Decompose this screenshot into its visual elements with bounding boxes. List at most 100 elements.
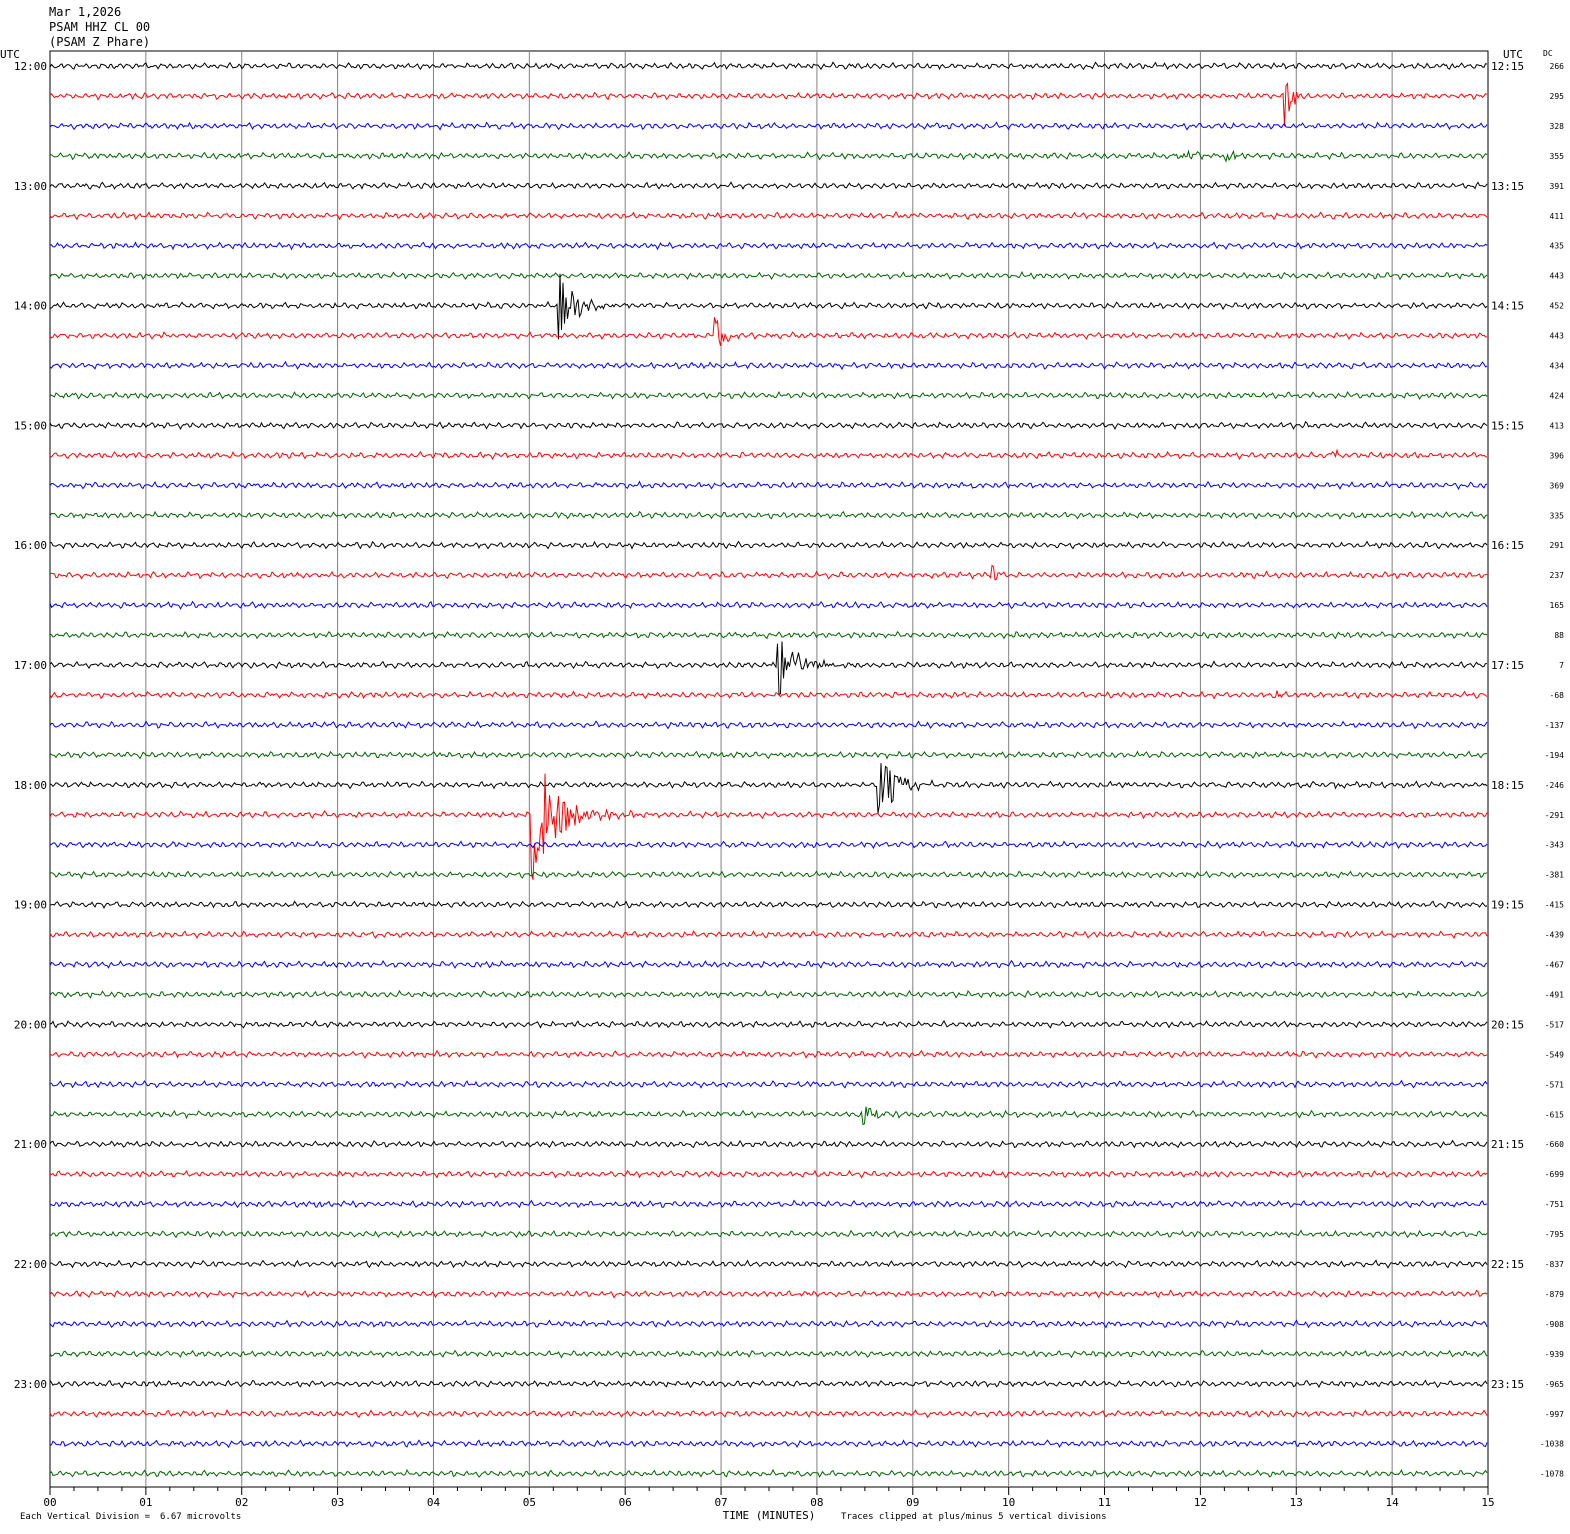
seismic-trace: [49, 273, 1488, 340]
hour-label-left: 19:00: [14, 899, 47, 912]
dc-offset-label: 396: [1550, 451, 1565, 460]
seismic-trace: [49, 360, 1488, 371]
dc-offset-label: 7: [1559, 661, 1564, 670]
right-axis-title: UTC: [1503, 48, 1523, 61]
dc-offset-label: 237: [1550, 571, 1565, 580]
seismic-trace: [49, 900, 1488, 910]
clip-note: Traces clipped at plus/minus 5 vertical …: [841, 1512, 1107, 1522]
dc-offset-label: -615: [1545, 1110, 1564, 1119]
dc-offset-label: 443: [1550, 332, 1565, 341]
seismic-trace: [49, 1409, 1488, 1419]
dc-offset-label: -837: [1545, 1260, 1564, 1269]
seismic-trace: [50, 1019, 1488, 1029]
hour-label-left: 16:00: [14, 539, 47, 552]
hour-label-right: 17:15: [1491, 659, 1524, 672]
x-tick-label: 12: [1194, 1496, 1207, 1509]
dc-offset-label: -908: [1545, 1320, 1564, 1329]
x-tick-label: 00: [43, 1496, 56, 1509]
dc-offset-label: 443: [1550, 272, 1565, 281]
seismic-trace: [49, 763, 1488, 814]
x-tick-label: 06: [619, 1496, 632, 1509]
seismic-trace: [49, 1229, 1488, 1239]
seismic-trace: [49, 641, 1487, 695]
header-date: Mar 1,2026: [49, 5, 122, 19]
dc-offset-label: -1038: [1540, 1440, 1564, 1449]
dc-offset-label: -246: [1545, 781, 1564, 790]
x-tick-label: 14: [1386, 1496, 1400, 1509]
hour-label-left: 18:00: [14, 779, 47, 792]
hour-label-right: 16:15: [1491, 539, 1524, 552]
seismic-trace: [49, 1468, 1488, 1478]
x-tick-label: 04: [427, 1496, 441, 1509]
hour-label-right: 21:15: [1491, 1138, 1524, 1151]
hour-label-left: 17:00: [14, 659, 47, 672]
seismic-trace: [49, 420, 1488, 431]
seismic-trace: [50, 1169, 1488, 1179]
seismic-trace: [49, 317, 1488, 347]
seismic-trace: [49, 61, 1488, 71]
seismic-trace: [49, 720, 1488, 730]
seismic-trace: [49, 750, 1488, 760]
header-station: PSAM HHZ CL 00: [49, 20, 151, 34]
seismic-trace: [50, 540, 1488, 550]
dc-offset-label: 88: [1554, 631, 1564, 640]
dc-offset-label: 328: [1550, 122, 1565, 131]
dc-offset-label: -699: [1545, 1170, 1564, 1179]
hour-label-left: 13:00: [14, 180, 47, 193]
x-tick-label: 07: [714, 1496, 727, 1509]
seismic-trace: [49, 930, 1488, 940]
hour-label-right: 14:15: [1491, 300, 1524, 313]
dc-offset-label: -660: [1545, 1140, 1564, 1149]
seismic-trace: [49, 959, 1488, 969]
dc-offset-label: -965: [1545, 1380, 1564, 1389]
seismic-trace: [49, 390, 1488, 401]
dc-offset-label: -795: [1545, 1230, 1564, 1239]
hour-label-left: 15:00: [14, 419, 47, 432]
seismic-trace: [49, 1199, 1488, 1209]
hour-label-right: 20:15: [1491, 1018, 1524, 1031]
dc-offset-label: -68: [1550, 691, 1565, 700]
seismic-trace: [49, 1439, 1488, 1449]
dc-offset-label: 411: [1550, 212, 1565, 221]
dc-offset-label: -194: [1545, 751, 1564, 760]
dc-offset-label: 295: [1550, 92, 1565, 101]
seismic-trace: [49, 989, 1488, 999]
seismic-trace: [49, 448, 1488, 461]
x-tick-label: 11: [1098, 1496, 1111, 1509]
x-tick-label: 08: [810, 1496, 823, 1509]
hour-label-right: 12:15: [1491, 60, 1524, 73]
seismic-trace: [49, 1349, 1488, 1359]
dc-offset-label: -467: [1545, 961, 1564, 970]
dc-offset-label: -939: [1545, 1350, 1564, 1359]
dc-offset-label: -997: [1545, 1410, 1564, 1419]
hour-label-right: 15:15: [1491, 419, 1524, 432]
seismic-trace: [49, 600, 1488, 610]
seismic-trace: [49, 630, 1488, 640]
dc-axis-title: DC: [1543, 49, 1553, 58]
seismic-trace: [49, 121, 1488, 131]
dc-offset-label: -439: [1545, 931, 1564, 940]
hour-label-right: 23:15: [1491, 1378, 1524, 1391]
x-tick-label: 09: [906, 1496, 919, 1509]
hour-label-left: 12:00: [14, 60, 47, 73]
scale-label: Each Vertical Division =: [20, 1512, 151, 1522]
x-axis-title: TIME (MINUTES): [723, 1509, 816, 1522]
seismic-trace: [49, 270, 1488, 281]
hour-label-left: 20:00: [14, 1018, 47, 1031]
dc-offset-label: -1078: [1540, 1470, 1564, 1479]
seismic-trace: [49, 1259, 1488, 1269]
seismic-trace: [49, 1049, 1488, 1059]
x-tick-label: 02: [235, 1496, 248, 1509]
seismic-trace: [49, 1106, 1488, 1126]
hour-label-left: 23:00: [14, 1378, 47, 1391]
seismic-trace: [49, 1379, 1488, 1389]
dc-offset-label: -415: [1545, 901, 1564, 910]
hour-label-right: 18:15: [1491, 779, 1524, 792]
hour-label-left: 21:00: [14, 1138, 47, 1151]
x-tick-label: 10: [1002, 1496, 1015, 1509]
dc-offset-label: 335: [1550, 511, 1565, 520]
seismic-trace: [49, 773, 1488, 880]
dc-offset-label: -517: [1545, 1020, 1564, 1029]
seismic-trace: [49, 1319, 1488, 1329]
seismic-trace: [49, 480, 1488, 490]
